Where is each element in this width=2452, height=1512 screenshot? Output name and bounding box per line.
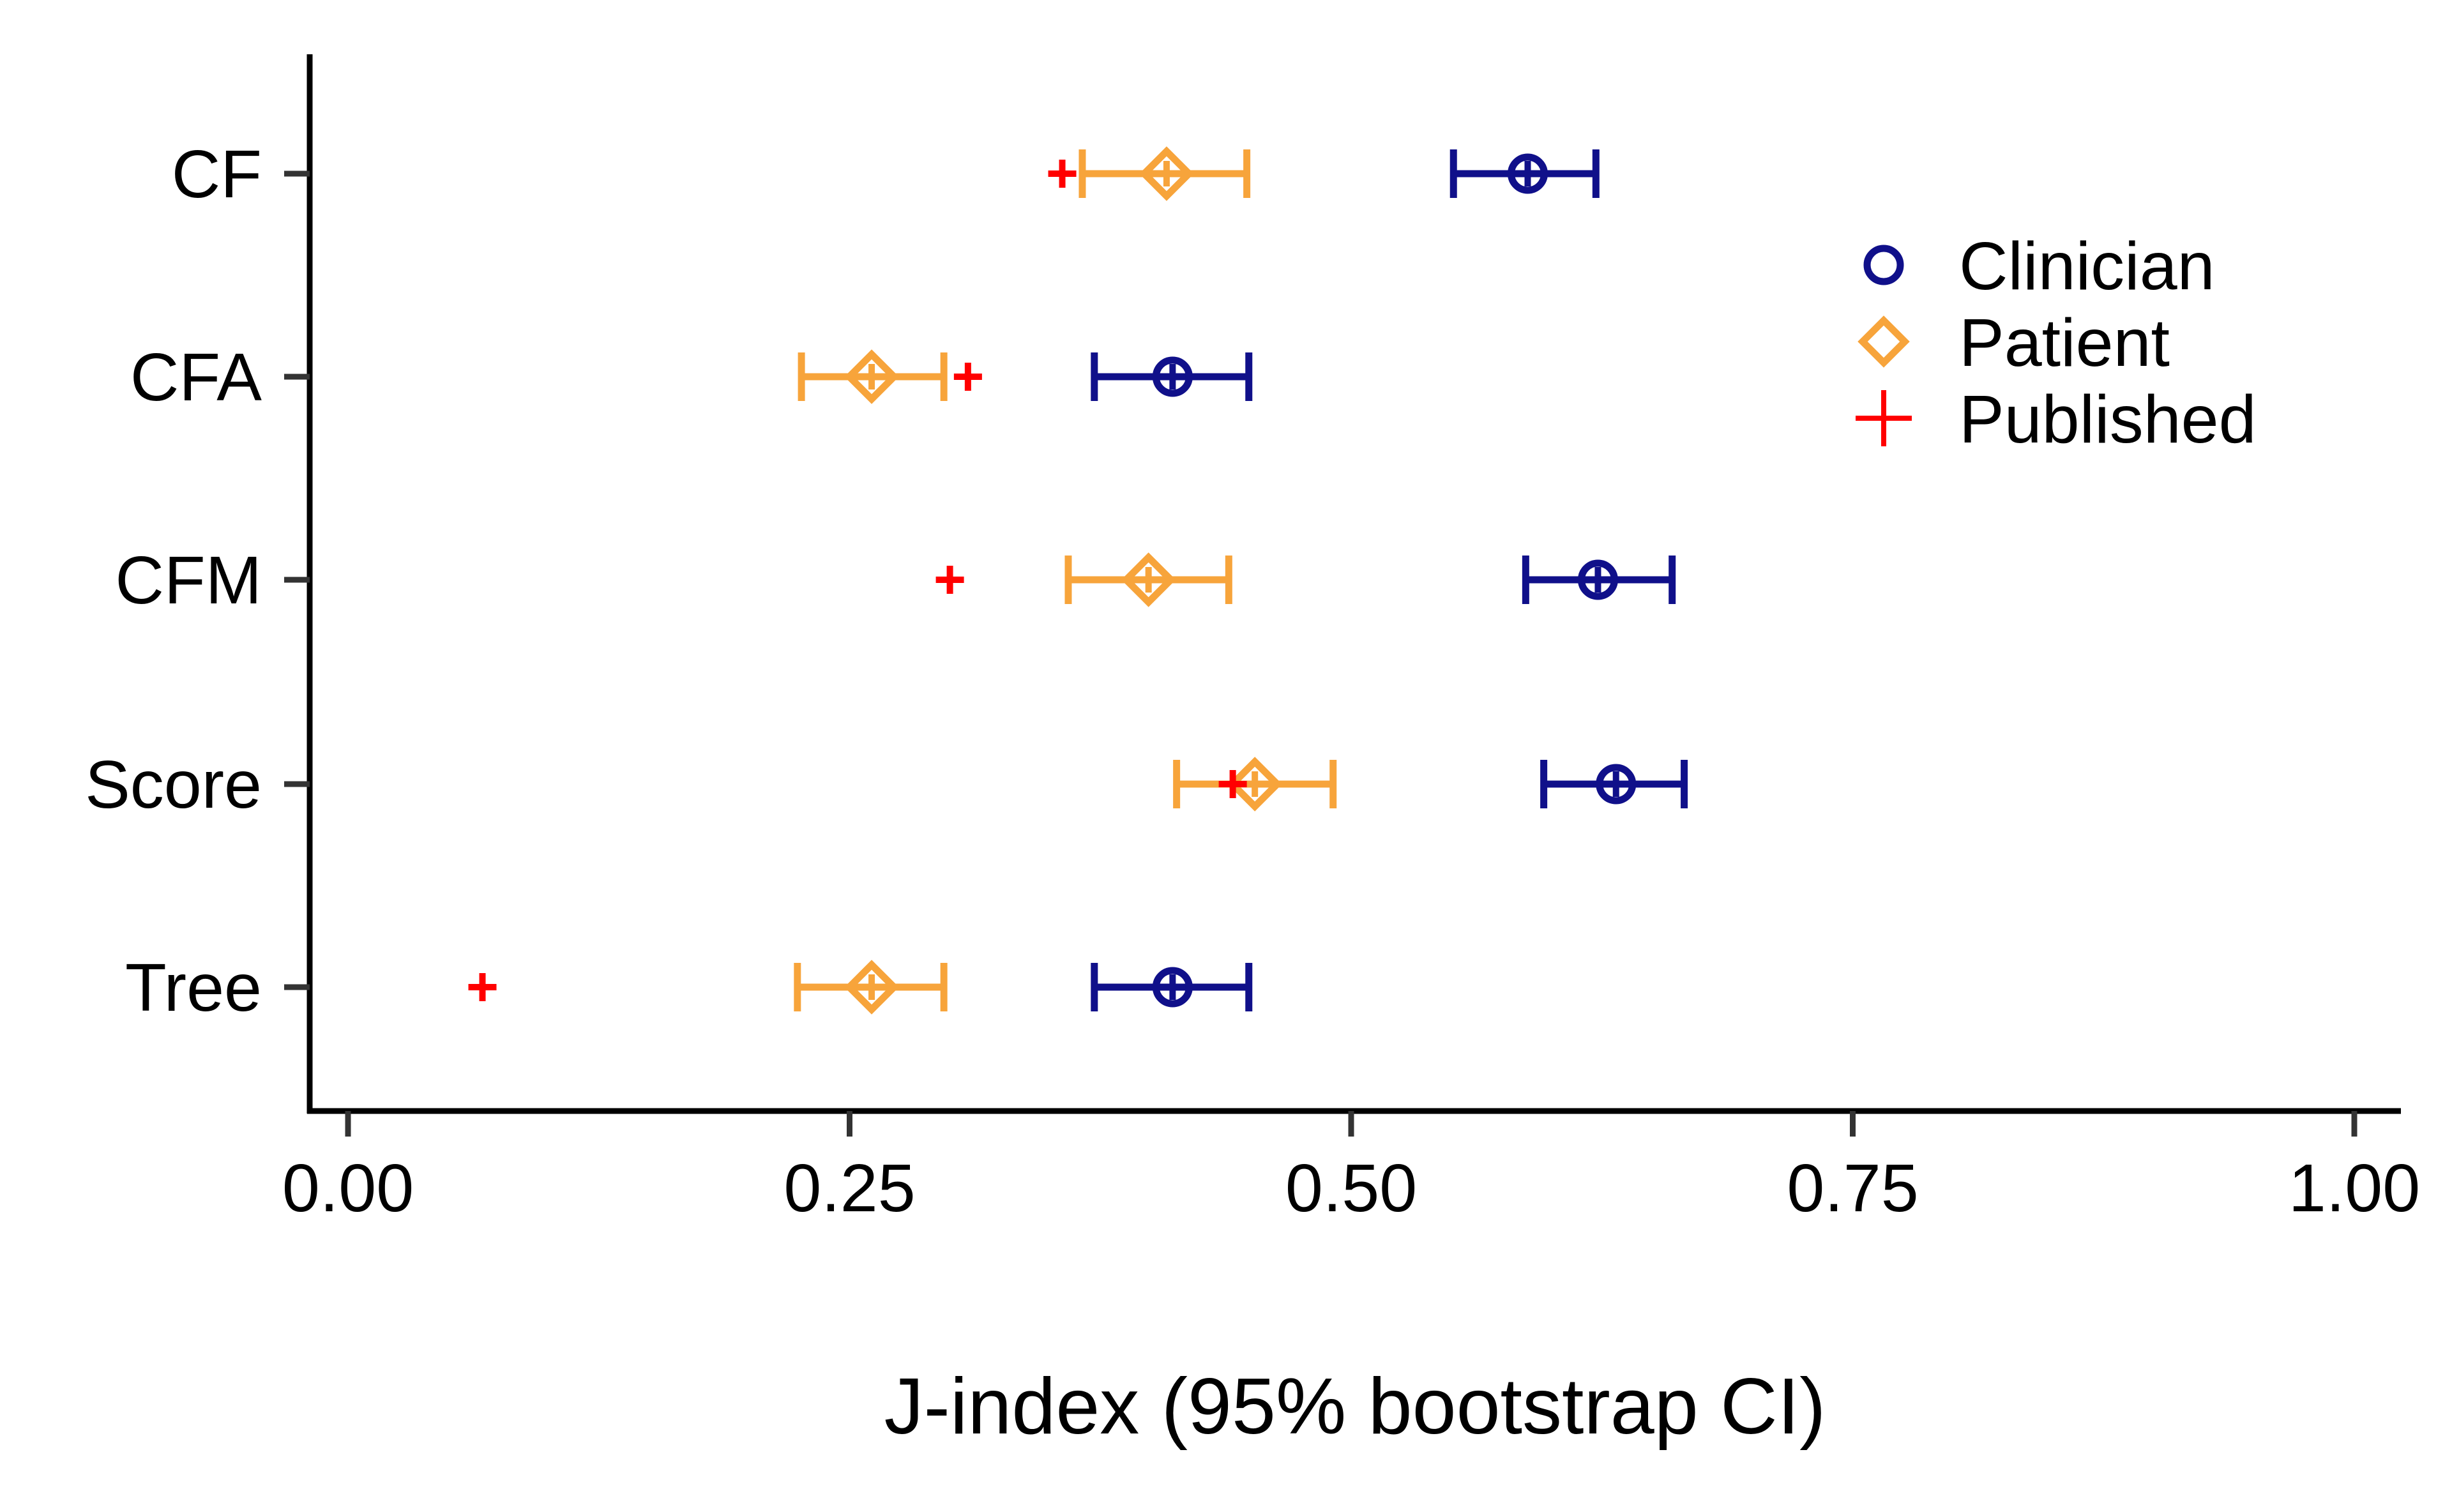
y-tick-label: CFM [115,543,262,618]
legend-item: Patient [1858,305,2170,381]
legend-label: Patient [1959,305,2170,381]
data-point [1048,160,1077,188]
point-estimate-mark [1603,771,1629,797]
x-tick-label: 1.00 [2289,1151,2420,1226]
x-tick-label: 0.00 [282,1151,414,1226]
x-tick-label: 0.25 [783,1151,915,1226]
point-estimate-mark [1160,364,1186,389]
point-estimate-mark [1153,161,1179,186]
y-tick-label: CFA [130,340,262,415]
x-axis-ticks: 0.00 0.25 0.50 0.75 1.00 [282,1111,2420,1226]
axes [306,54,2401,1114]
data-point [1596,764,1637,805]
data-point [844,349,899,404]
series-patient [794,146,1337,1015]
x-tick-label: 0.50 [1285,1151,1417,1226]
y-tick-label: CF [172,137,262,212]
x-axis-title: J-index (95% bootstrap CI) [884,1363,1826,1451]
legend-label: Published [1959,382,2257,457]
series-clinician [1091,149,1688,1011]
legend-item: Clinician [1863,229,2215,304]
point-estimate-mark [1135,567,1162,593]
legend-label: Clinician [1959,229,2215,304]
point-estimate-mark [1160,974,1186,1000]
series-published [468,160,1247,1001]
point-estimate-mark [859,364,885,389]
series-layer [468,146,1688,1015]
data-point [1121,552,1176,607]
legend-key-diamond [1858,315,1910,368]
data-point [953,363,982,391]
data-point [1227,757,1282,812]
y-tick-label: Score [85,747,262,822]
point-estimate-mark [1585,567,1611,593]
point-estimate-mark [859,974,885,1000]
data-point [844,960,899,1015]
data-point [1577,559,1618,600]
data-point [1152,356,1193,397]
x-tick-label: 0.75 [1787,1151,1918,1226]
data-point [1507,153,1548,194]
y-tick-label: Tree [125,950,262,1025]
data-point [935,566,964,594]
legend-key-plus [1856,390,1912,446]
data-point [1139,146,1194,201]
point-estimate-mark [1515,161,1541,186]
legend-key-circle [1863,245,1904,285]
data-point [468,973,497,1001]
data-point [1218,770,1247,798]
y-axis-ticks: CF CFA CFM Score Tree [85,137,310,1025]
legend-item: Published [1856,382,2257,457]
data-point [1152,967,1193,1008]
